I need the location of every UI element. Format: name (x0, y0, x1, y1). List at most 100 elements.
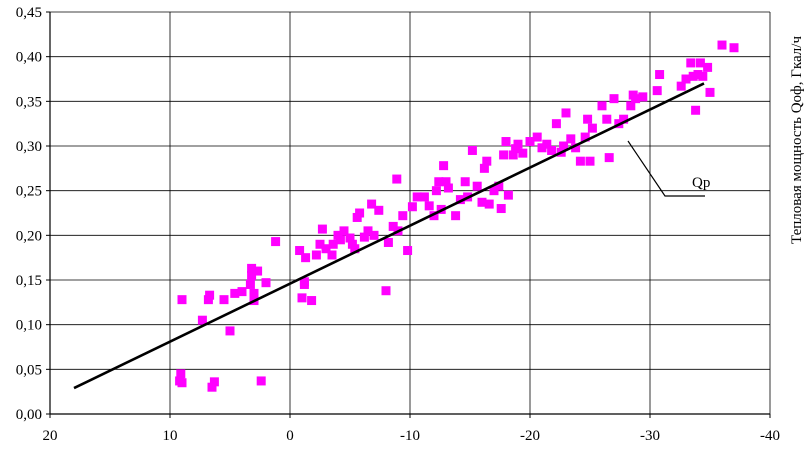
data-point (299, 279, 309, 289)
data-point (602, 114, 612, 124)
data-point (499, 150, 509, 160)
x-tick-label: 10 (163, 428, 178, 444)
data-point (230, 288, 240, 298)
y-tick-label: 0,10 (16, 318, 42, 334)
data-point (315, 239, 325, 249)
data-point (518, 148, 528, 158)
data-point (245, 279, 255, 289)
data-point (388, 221, 398, 231)
data-point (479, 163, 489, 173)
data-point (688, 71, 698, 81)
data-point (587, 123, 597, 133)
data-point (583, 114, 593, 124)
regression-line (73, 82, 705, 390)
data-point (363, 226, 373, 236)
data-point (619, 114, 629, 124)
data-point (328, 239, 338, 249)
data-point (597, 101, 607, 111)
data-point (311, 250, 321, 260)
y-tick-label: 0,35 (16, 94, 42, 110)
data-point (207, 382, 217, 392)
data-point (381, 286, 391, 296)
data-point (703, 62, 713, 72)
data-point (205, 290, 215, 300)
data-point (717, 40, 727, 50)
data-point (575, 156, 585, 166)
data-point (367, 199, 377, 209)
data-point (321, 244, 331, 254)
y-axis-label: Тепловая мощность Qоф, Гкал/ч (789, 36, 805, 244)
data-point (477, 197, 487, 207)
data-point (691, 105, 701, 115)
y-tick-label: 0,20 (16, 228, 42, 244)
data-point (561, 108, 571, 118)
data-point (197, 315, 207, 325)
data-points (175, 40, 739, 392)
data-point (501, 137, 511, 147)
data-point (345, 233, 355, 243)
data-point (209, 377, 219, 387)
data-point (369, 230, 379, 240)
annotation-group: Qр (627, 140, 710, 197)
data-point (494, 181, 504, 191)
data-point (176, 369, 186, 379)
data-point (496, 204, 506, 214)
y-tick-label: 0,45 (16, 5, 42, 21)
y-tick-label: 0,30 (16, 139, 42, 155)
x-tick-label: -10 (400, 428, 420, 444)
data-point (419, 192, 429, 202)
data-point (247, 263, 257, 273)
data-point (403, 246, 413, 256)
data-point (295, 246, 305, 256)
data-point (253, 266, 263, 276)
data-point (585, 156, 595, 166)
data-point (434, 177, 444, 187)
x-tick-label: -40 (760, 428, 780, 444)
data-point (339, 226, 349, 236)
data-point (219, 295, 229, 305)
x-tick-label: 0 (286, 428, 294, 444)
data-point (503, 190, 513, 200)
data-point (513, 139, 523, 149)
data-point (177, 378, 187, 388)
data-point (455, 195, 465, 205)
data-point (307, 296, 317, 306)
data-point (429, 211, 439, 221)
y-tick-label: 0,25 (16, 184, 42, 200)
data-point (237, 287, 247, 297)
data-point (559, 141, 569, 151)
data-point (571, 143, 581, 153)
data-point (547, 145, 557, 155)
x-tick-label: -30 (640, 428, 660, 444)
data-point (327, 250, 337, 260)
data-point (441, 177, 451, 187)
data-point (676, 81, 686, 91)
data-point (443, 183, 453, 193)
grid-lines (50, 11, 771, 414)
data-point (424, 201, 434, 211)
data-point (225, 326, 235, 336)
data-point (374, 205, 384, 215)
data-point (431, 186, 441, 196)
x-tick-label: 20 (43, 428, 58, 444)
data-point (271, 237, 281, 247)
annotation-leader (627, 140, 705, 197)
trend-line (73, 82, 705, 390)
data-point (412, 192, 422, 202)
data-point (317, 224, 327, 234)
y-tick-label: 0,00 (16, 407, 42, 423)
data-point (489, 186, 499, 196)
data-point (249, 288, 259, 298)
data-point (686, 58, 696, 68)
data-point (695, 58, 705, 68)
data-point (407, 202, 417, 212)
y-tick-labels: 0,00 0,05 0,10 0,15 0,20 0,25 0,30 0,35 0,40 0,45 (16, 5, 42, 423)
data-point (532, 132, 542, 142)
data-point (580, 132, 590, 142)
data-point (472, 181, 482, 191)
data-point (638, 92, 648, 102)
data-point (681, 74, 691, 84)
axes (46, 11, 771, 418)
data-point (335, 235, 345, 245)
